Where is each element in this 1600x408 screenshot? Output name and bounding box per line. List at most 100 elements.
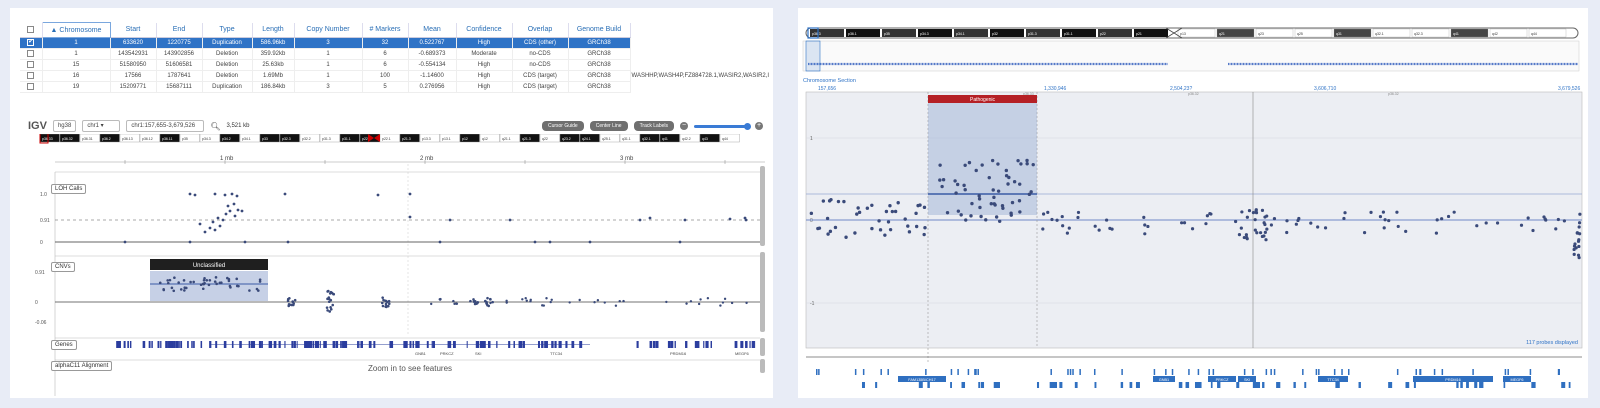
column-header-end[interactable]: End (156, 22, 203, 38)
chromosome-select[interactable]: chr1 ▾ (82, 120, 121, 132)
gene-feature[interactable] (209, 341, 211, 348)
gene-feature[interactable] (1197, 382, 1202, 388)
gene-feature[interactable] (695, 341, 698, 348)
gene-feature[interactable] (1093, 369, 1096, 375)
select-all-checkbox[interactable] (20, 22, 43, 38)
alignment-track-scrollbar[interactable] (760, 359, 765, 373)
column-header-length[interactable]: Length (252, 22, 295, 38)
gene-feature[interactable] (200, 341, 203, 348)
gene-body[interactable] (1413, 376, 1493, 382)
gene-feature[interactable] (880, 369, 882, 375)
locus-input[interactable]: chr1:157,655-3,679,526 (126, 120, 205, 132)
gene-feature[interactable] (160, 341, 162, 348)
gene-feature[interactable] (1051, 382, 1055, 388)
gene-feature[interactable] (167, 341, 169, 348)
center-line-button[interactable]: Center Line (589, 121, 628, 131)
gene-feature[interactable] (978, 382, 981, 388)
gene-feature[interactable] (977, 369, 979, 375)
gene-feature[interactable] (1433, 369, 1436, 375)
gene-feature[interactable] (193, 341, 195, 348)
gene-feature[interactable] (1561, 382, 1566, 388)
gene-feature[interactable] (1210, 382, 1213, 388)
gene-feature[interactable] (710, 341, 713, 348)
cnv-track-scrollbar[interactable] (760, 252, 765, 332)
gene-feature[interactable] (1460, 382, 1463, 388)
gene-feature[interactable] (1335, 382, 1340, 388)
gene-feature[interactable] (123, 341, 126, 348)
gene-feature[interactable] (697, 341, 700, 348)
column-header-mean[interactable]: Mean (408, 22, 457, 38)
gene-feature[interactable] (1178, 382, 1183, 388)
gene-feature[interactable] (1333, 369, 1336, 375)
gene-feature[interactable] (1504, 369, 1507, 375)
gene-feature[interactable] (1074, 382, 1078, 388)
zoom-in-button[interactable]: + (755, 122, 763, 130)
gene-feature[interactable] (178, 341, 180, 348)
row-checkbox[interactable]: ✔ (20, 37, 43, 49)
gene-feature[interactable] (1293, 382, 1296, 388)
gene-feature[interactable] (1236, 382, 1240, 388)
gene-body[interactable] (1208, 376, 1236, 382)
gene-feature[interactable] (1217, 382, 1221, 388)
gene-feature[interactable] (1171, 369, 1174, 375)
gene-feature[interactable] (172, 341, 174, 348)
gene-feature[interactable] (655, 341, 659, 348)
gene-feature[interactable] (1415, 369, 1417, 375)
gene-feature[interactable] (1036, 382, 1040, 388)
gene-feature[interactable] (180, 341, 183, 348)
gene-feature[interactable] (1153, 369, 1156, 375)
gene-feature[interactable] (173, 341, 176, 348)
igv-tracks[interactable]: p36.33 p36.32 p36.31 p36.2 p36.13 p36.12 p36.1… (30, 134, 773, 396)
row-checkbox[interactable] (20, 59, 43, 71)
gene-feature[interactable] (1050, 369, 1052, 375)
column-header-chromosome[interactable]: ▲ Chromosome (41, 22, 111, 38)
gene-body[interactable] (1153, 376, 1175, 382)
unclassified-segment-bar[interactable] (150, 259, 268, 270)
gene-feature[interactable] (1503, 382, 1506, 388)
gene-feature[interactable] (1049, 382, 1053, 388)
gene-feature[interactable] (652, 341, 656, 348)
gene-feature[interactable] (1262, 382, 1265, 388)
gene-feature[interactable] (1318, 369, 1320, 375)
table-row[interactable]: 15 51580950 51606581 Deletion 25.63kb 1 6 -0.55… (20, 59, 631, 71)
gene-feature[interactable] (980, 382, 985, 388)
gene-feature[interactable] (649, 341, 653, 348)
column-header-markers[interactable]: # Markers (362, 22, 409, 38)
column-header-start[interactable]: Start (110, 22, 157, 38)
gene-feature[interactable] (1466, 382, 1469, 388)
gene-feature[interactable] (950, 382, 952, 388)
gene-feature[interactable] (124, 341, 126, 348)
gene-feature[interactable] (116, 341, 118, 348)
gene-feature[interactable] (1252, 382, 1257, 388)
gene-feature[interactable] (674, 341, 676, 348)
gene-feature[interactable] (669, 341, 671, 348)
gene-feature[interactable] (117, 341, 121, 348)
gene-feature[interactable] (129, 341, 132, 348)
gene-feature[interactable] (157, 341, 159, 348)
gene-feature[interactable] (1532, 382, 1536, 388)
gene-feature[interactable] (1270, 369, 1272, 375)
gene-feature[interactable] (1456, 382, 1459, 388)
gene-feature[interactable] (1265, 369, 1268, 375)
pathogenic-segment-highlight[interactable] (928, 102, 1037, 215)
gene-feature[interactable] (1389, 382, 1393, 388)
genome-select[interactable]: hg38 (52, 120, 77, 132)
gene-feature[interactable] (1302, 369, 1304, 375)
gene-feature[interactable] (1341, 369, 1343, 375)
cursor-guide-button[interactable]: Cursor Guide (541, 121, 584, 131)
gene-feature[interactable] (170, 341, 173, 348)
gene-feature[interactable] (1358, 382, 1361, 388)
gene-feature[interactable] (995, 382, 1000, 388)
gene-feature[interactable] (191, 341, 193, 348)
gene-feature[interactable] (961, 382, 966, 388)
gene-feature[interactable] (671, 341, 674, 348)
overview-selection[interactable] (805, 40, 821, 72)
gene-feature[interactable] (151, 341, 153, 348)
gene-feature[interactable] (1121, 369, 1123, 375)
gene-feature[interactable] (1396, 369, 1399, 375)
gene-feature[interactable] (975, 369, 977, 375)
gene-feature[interactable] (1507, 369, 1509, 375)
gene-feature[interactable] (740, 341, 744, 348)
gene-feature[interactable] (818, 369, 820, 375)
gene-feature[interactable] (165, 341, 168, 348)
